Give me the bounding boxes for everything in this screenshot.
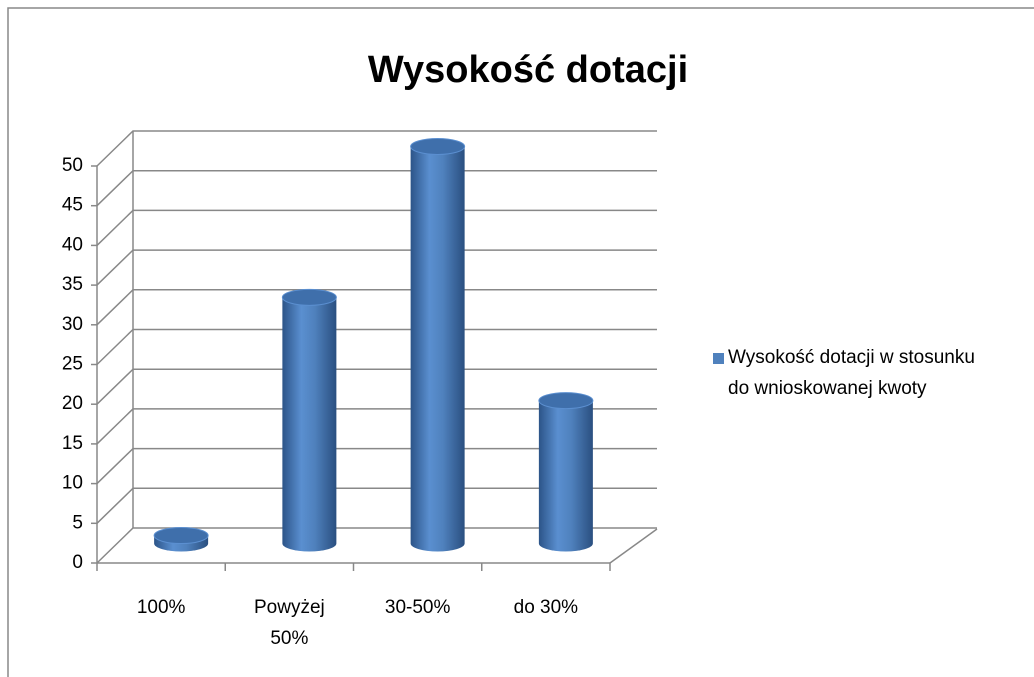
grid-line <box>96 130 657 167</box>
frame <box>7 7 1034 677</box>
y-tick-label: 15 <box>62 433 83 454</box>
y-tick-label: 50 <box>62 155 83 176</box>
legend-key <box>713 353 724 364</box>
grid-line <box>96 527 657 564</box>
grid-line <box>96 328 657 366</box>
bar-top <box>410 138 466 155</box>
bar <box>410 146 465 552</box>
legend-label: Wysokość dotacji w stosunku do wnioskowa… <box>728 347 975 399</box>
x-tick-label: Powyżej 50% <box>254 597 325 649</box>
y-tick-label: 45 <box>62 195 83 216</box>
bar-top <box>281 288 337 306</box>
y-tick-label: 30 <box>62 314 83 335</box>
grid-line <box>96 289 657 326</box>
y-tick-label: 20 <box>62 393 83 414</box>
x-tick-label: 100% <box>136 597 186 618</box>
grid-line <box>96 447 657 485</box>
y-tick-label: 10 <box>62 473 83 494</box>
chart-title: Wysokość dotacji <box>368 49 688 91</box>
y-tick-label: 35 <box>62 274 83 295</box>
y-tick-label: 25 <box>62 354 83 375</box>
x-tick-label: 30-50% <box>384 597 451 618</box>
grid-line <box>96 169 657 207</box>
grid-line <box>96 249 657 286</box>
grid-line <box>96 368 657 405</box>
bar <box>538 400 593 552</box>
bar-top <box>538 392 594 410</box>
y-tick-label: 40 <box>62 234 83 255</box>
bar-top <box>153 527 209 545</box>
y-tick-label: 5 <box>72 512 83 533</box>
y-tick-label: 0 <box>72 552 83 573</box>
grid-line <box>96 209 657 246</box>
grid-line <box>96 487 657 524</box>
grid-line <box>96 408 657 445</box>
x-tick-label: do 30% <box>513 597 579 618</box>
bar <box>282 297 337 552</box>
floor-right-edge <box>609 528 658 564</box>
